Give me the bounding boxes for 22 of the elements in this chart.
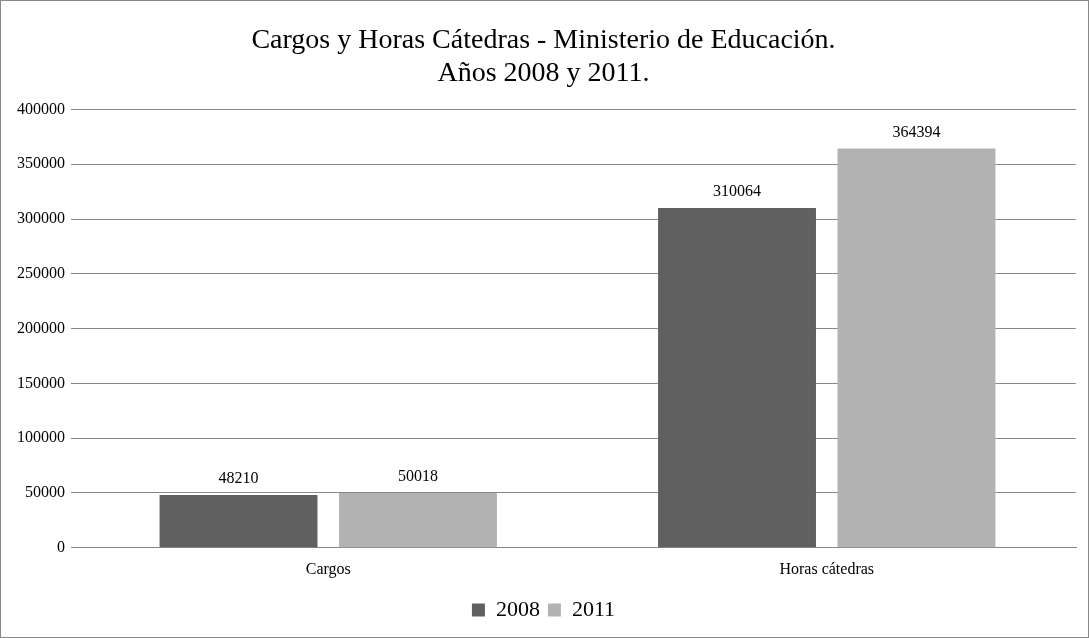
data-label: 364394: [892, 122, 941, 140]
y-tick-label: 150000: [17, 373, 65, 391]
legend-label: 2011: [571, 595, 616, 621]
data-label: 48210: [218, 469, 259, 487]
data-label: 310064: [713, 182, 762, 200]
x-tick-label: Horas cátedras: [779, 559, 875, 577]
y-tick-label: 400000: [17, 99, 65, 117]
y-tick-label: 250000: [17, 264, 65, 281]
chart-title: Cargos y Horas Cátedras - Ministerio de Educación. Años 2008 y 2011.: [251, 23, 836, 87]
bar: [339, 492, 497, 548]
bar: [837, 148, 996, 548]
x-tick-label: Cargos: [305, 559, 351, 578]
y-tick-label: 0: [57, 538, 65, 555]
data-label: 50018: [397, 467, 438, 485]
bar: [658, 207, 816, 548]
y-tick-label: 300000: [17, 209, 65, 227]
legend-label: 2008: [495, 595, 540, 621]
y-tick-label: 100000: [17, 428, 65, 446]
y-tick-label: 200000: [17, 318, 65, 336]
y-tick-label: 50000: [25, 483, 65, 501]
bar: [159, 494, 318, 548]
y-tick-label: 350000: [17, 154, 65, 172]
